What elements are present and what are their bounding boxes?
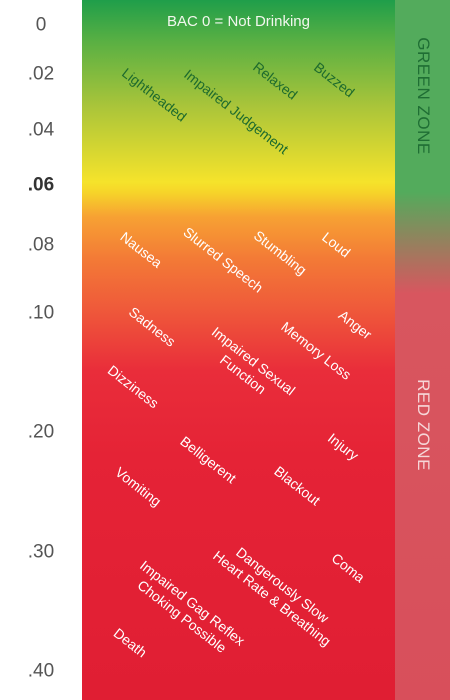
green-zone-band [395,0,450,192]
bac-tick-40: .40 [27,660,55,682]
bac-tick-02: .02 [27,63,55,85]
page-title: BAC 0 = Not Drinking [167,13,310,30]
red-zone-band [395,192,450,700]
green-zone-label: GREEN ZONE [414,37,433,155]
bac-tick-20: .20 [27,421,55,443]
bac-tick-04: .04 [27,119,55,141]
bac-tick-06: .06 [27,174,55,196]
red-zone-label: RED ZONE [414,379,433,471]
bac-gradient-bar [82,0,395,700]
bac-tick-0: 0 [35,14,47,36]
bac-scale: 0 .02 .04 .06 .08 .10 .20 .30 .40 [0,0,82,700]
bac-tick-08: .08 [27,234,55,256]
bac-tick-30: .30 [27,541,55,563]
bac-tick-10: .10 [27,302,55,324]
